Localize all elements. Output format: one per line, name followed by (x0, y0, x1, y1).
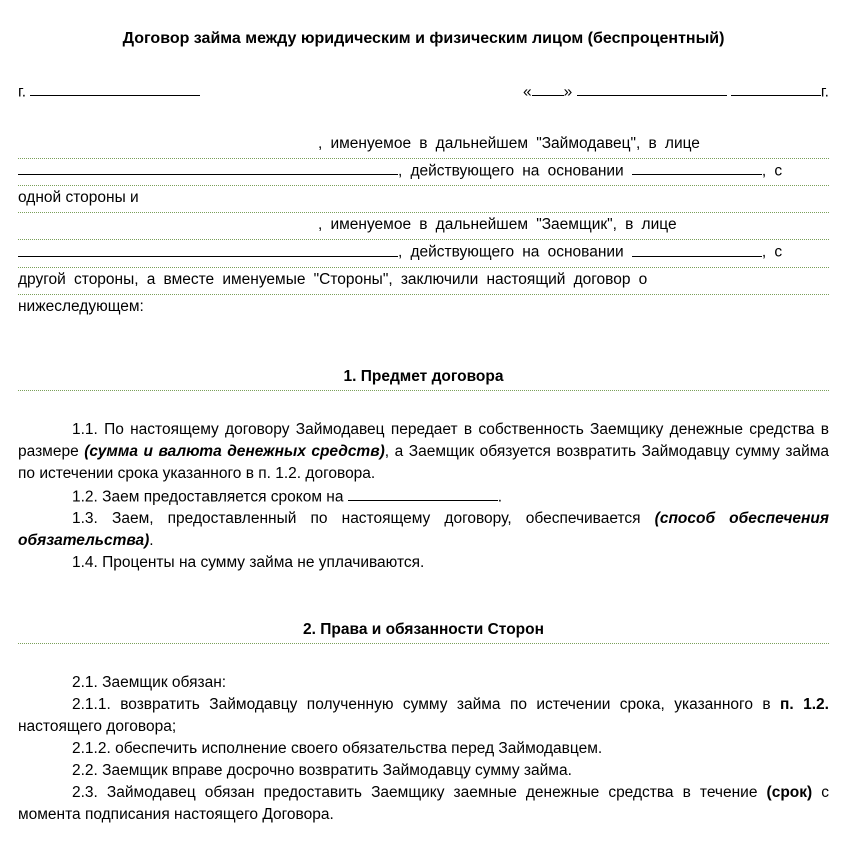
preamble-line-4: , именуемое в дальнейшем "Заемщик", в ли… (18, 213, 829, 240)
borrower-rep-blank (18, 240, 398, 257)
lender-rep-blank (18, 159, 398, 176)
city-prefix: г. (18, 83, 26, 100)
section-2-heading: 2. Права и обязанности Сторон (18, 620, 829, 644)
clause-2-1-2: 2.1.2. обеспечить исполнение своего обяз… (18, 738, 829, 760)
amount-placeholder: (сумма и валюта денежных средств) (84, 443, 385, 460)
year-suffix: г. (821, 83, 829, 100)
day-blank (532, 80, 564, 97)
term-placeholder: (срок) (767, 784, 813, 801)
lender-basis-blank (632, 159, 762, 176)
date-field: « » г. (523, 80, 829, 103)
ref-1-2: п. 1.2. (780, 696, 829, 713)
preamble-line-5: , действующего на основании , с (18, 240, 829, 268)
borrower-basis-blank (632, 240, 762, 257)
quote-open: « (523, 83, 532, 100)
city-field: г. (18, 80, 200, 103)
section-1-heading: 1. Предмет договора (18, 367, 829, 391)
date-row: г. « » г. (18, 80, 829, 102)
clause-1-4: 1.4. Проценты на сумму займа не уплачива… (18, 552, 829, 574)
clause-1-1: 1.1. По настоящему договору Займодавец п… (18, 419, 829, 485)
clause-2-2: 2.2. Заемщик вправе досрочно возвратить … (18, 760, 829, 782)
document-title: Договор займа между юридическим и физиче… (18, 28, 829, 50)
quote-close: » (564, 83, 573, 100)
month-blank (577, 80, 727, 97)
clause-2-3: 2.3. Займодавец обязан предоставить Заем… (18, 782, 829, 826)
clause-1-3: 1.3. Заем, предоставленный по настоящему… (18, 508, 829, 552)
clause-1-2: 1.2. Заем предоставляется сроком на . (18, 485, 829, 509)
preamble-line-7: нижеследующем: (18, 295, 829, 321)
clause-2-1-1: 2.1.1. возвратить Займодавцу полученную … (18, 694, 829, 738)
preamble-line-3: одной стороны и (18, 186, 829, 213)
preamble-line-2: , действующего на основании , с (18, 159, 829, 187)
preamble-line-6: другой стороны, а вместе именуемые "Стор… (18, 268, 829, 295)
preamble-line-1: , именуемое в дальнейшем "Займодавец", в… (18, 132, 829, 159)
preamble-block: , именуемое в дальнейшем "Займодавец", в… (18, 132, 829, 321)
clause-2-1: 2.1. Заемщик обязан: (18, 672, 829, 694)
city-blank (30, 80, 200, 97)
term-blank (348, 485, 498, 502)
year-blank (731, 80, 821, 97)
